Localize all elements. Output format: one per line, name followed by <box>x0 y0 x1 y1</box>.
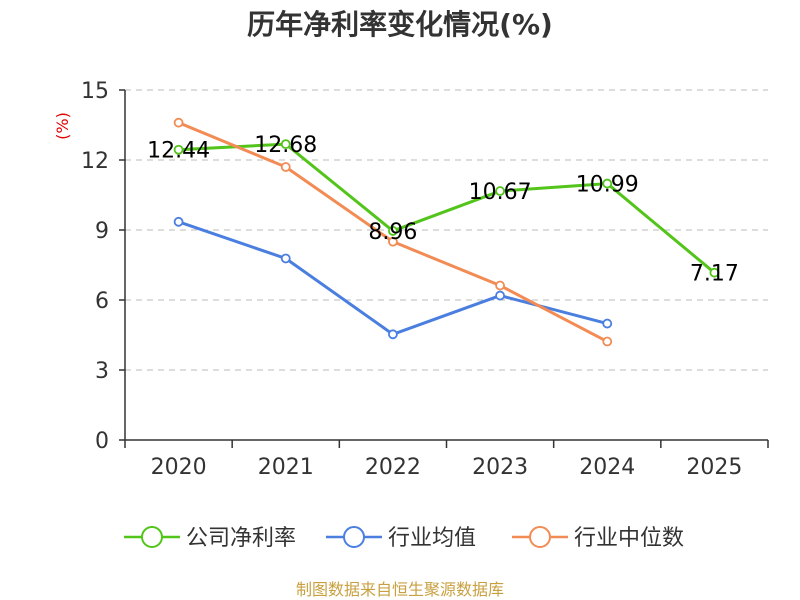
data-point <box>495 280 505 291</box>
axes: 0 3 6 9 12 15 2020 2021 2022 2023 2024 2025 <box>81 79 769 480</box>
data-point <box>602 178 613 189</box>
legend-label: 行业中位数 <box>574 526 684 551</box>
x-tick-label: 2021 <box>258 455 314 480</box>
source-note: 制图数据来自恒生聚源数据库 <box>296 580 504 599</box>
y-tick-label: 12 <box>81 149 109 174</box>
legend-label: 公司净利率 <box>186 526 296 551</box>
y-tick-label: 3 <box>95 359 109 384</box>
data-point <box>280 162 291 172</box>
legend-marker-icon <box>529 526 551 548</box>
data-point <box>709 267 720 278</box>
legend-item-2[interactable]: 行业中位数 <box>512 526 684 551</box>
data-point <box>388 236 398 247</box>
x-tick-label: 2023 <box>472 455 528 480</box>
y-tick-label: 15 <box>81 79 109 104</box>
y-tick-label: 9 <box>95 219 109 244</box>
data-point <box>495 290 505 301</box>
chart-title: 历年净利率变化情况(%) <box>247 8 553 41</box>
y-tick-label: 0 <box>95 429 109 454</box>
legend[interactable]: 公司净利率 行业均值 行业中位数 <box>124 526 684 551</box>
data-point <box>280 139 291 150</box>
data-labels: 12.44 12.68 8.96 10.67 10.99 7.17 <box>147 133 739 287</box>
data-point <box>388 329 398 340</box>
series-line-0 <box>177 142 716 275</box>
data-point <box>495 186 505 196</box>
x-tick-label: 2020 <box>151 455 207 480</box>
data-label: 7.17 <box>690 262 739 287</box>
data-point <box>173 117 184 128</box>
x-tick-label: 2024 <box>579 455 635 480</box>
data-label: 12.44 <box>147 139 210 164</box>
x-tick-label: 2022 <box>365 455 421 480</box>
data-point <box>602 318 613 329</box>
y-tick-label: 6 <box>95 289 109 314</box>
y-axis-unit: (%) <box>53 112 72 140</box>
gridlines <box>125 89 768 371</box>
data-point <box>602 336 613 347</box>
data-point <box>388 226 398 236</box>
data-point <box>173 216 184 227</box>
data-point <box>173 144 184 155</box>
legend-marker-icon <box>141 526 163 548</box>
data-point <box>280 253 291 264</box>
legend-label: 行业均值 <box>388 526 476 551</box>
x-tick-label: 2025 <box>686 455 742 480</box>
legend-item-0[interactable]: 公司净利率 <box>124 526 296 551</box>
data-label: 10.67 <box>469 180 532 205</box>
data-label: 10.99 <box>576 173 639 198</box>
data-label: 12.68 <box>254 133 317 158</box>
data-label: 8.96 <box>368 220 417 245</box>
legend-marker-icon <box>343 526 365 548</box>
series-lines <box>173 117 720 347</box>
legend-item-1[interactable]: 行业均值 <box>326 526 476 551</box>
